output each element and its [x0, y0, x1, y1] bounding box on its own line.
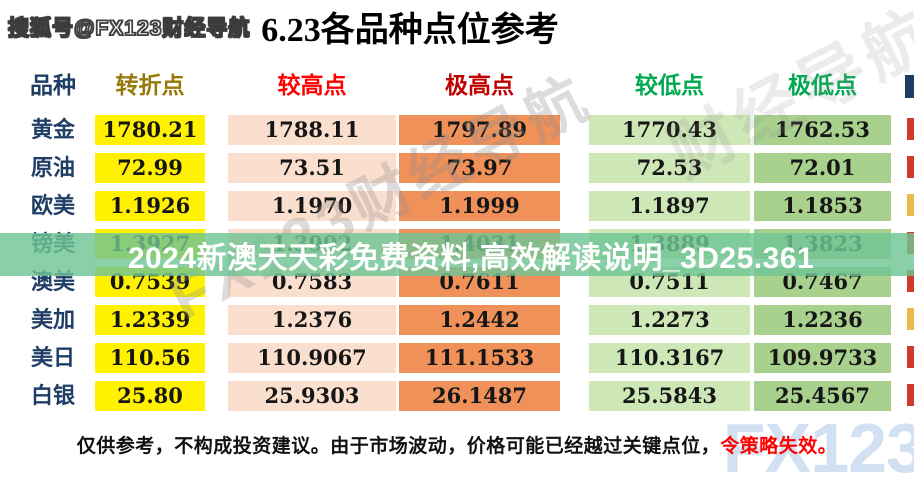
disclaimer-highlight: 令策略失效。	[720, 436, 838, 457]
column-header-pivot: 转折点	[115, 73, 185, 98]
higher-value: 1.1970	[228, 191, 396, 221]
channel-watermark: 搜狐号@FX123财经导航	[7, 16, 251, 40]
table-row-silver: 白银 25.80 25.9303 26.1487 25.5843 25.4567	[0, 381, 914, 411]
instrument-label: 美加	[30, 307, 75, 332]
edge-clipped-fragment	[907, 308, 914, 330]
pivot-value: 110.56	[95, 343, 205, 373]
instrument-label: 美日	[30, 345, 75, 370]
edge-clipped-fragment	[907, 346, 914, 368]
overlay-ad-banner-text: 2024新澳天天彩免费资料,高效解读说明_3D25.361	[127, 241, 815, 275]
table-row-usdjpy: 美日 110.56 110.9067 111.1533 110.3167 109…	[0, 343, 914, 373]
extreme-high-value: 26.1487	[399, 381, 560, 411]
edge-clipped-fragment	[907, 156, 914, 178]
page-title: 6.23各品种点位参考	[261, 12, 559, 49]
column-header-instrument: 品种	[30, 73, 76, 98]
lower-value: 1.1897	[589, 191, 750, 221]
instrument-label: 欧美	[30, 193, 75, 218]
extreme-low-value: 1762.53	[754, 115, 891, 145]
table-header-row: 品种 转折点 较高点 极高点 较低点 极低点	[0, 71, 914, 101]
higher-value: 25.9303	[228, 381, 396, 411]
pivot-value: 25.80	[95, 381, 205, 411]
disclaimer: 仅供参考，不构成投资建议。由于市场波动，价格可能已经越过关键点位，令策略失效。	[0, 431, 914, 458]
extreme-high-value: 1797.89	[399, 115, 560, 145]
instrument-label: 白银	[30, 383, 75, 408]
extreme-high-value: 1.2442	[399, 305, 560, 335]
edge-clipped-fragment	[907, 384, 914, 406]
lower-value: 1770.43	[589, 115, 750, 145]
column-header-higher: 较高点	[277, 73, 347, 98]
higher-value: 1788.11	[228, 115, 396, 145]
column-header-lower: 较低点	[635, 73, 704, 98]
disclaimer-text: 仅供参考，不构成投资建议。由于市场波动，价格可能已经越过关键点位，	[76, 436, 721, 457]
pivot-value: 1.2339	[95, 305, 205, 335]
lower-value: 110.3167	[589, 343, 750, 373]
table-row-eurusd: 欧美 1.1926 1.1970 1.1999 1.1897 1.1853	[0, 191, 914, 221]
pivot-value: 1780.21	[95, 115, 205, 145]
extreme-high-value: 111.1533	[399, 343, 560, 373]
extreme-low-value: 1.2236	[754, 305, 891, 335]
higher-value: 1.2376	[228, 305, 396, 335]
column-header-extreme-high: 极高点	[445, 73, 514, 98]
lower-value: 72.53	[589, 153, 750, 183]
extreme-low-value: 25.4567	[754, 381, 891, 411]
column-header-extreme-low: 极低点	[788, 73, 857, 98]
lower-value: 25.5843	[589, 381, 750, 411]
extreme-low-value: 1.1853	[754, 191, 891, 221]
edge-clipped-fragment	[905, 75, 914, 98]
corner-watermark: FX123	[722, 409, 914, 487]
lower-value: 1.2273	[589, 305, 750, 335]
instrument-label: 原油	[30, 155, 75, 180]
higher-value: 73.51	[228, 153, 396, 183]
edge-clipped-fragment	[907, 194, 914, 216]
table-row-crude: 原油 72.99 73.51 73.97 72.53 72.01	[0, 153, 914, 183]
extreme-high-value: 1.1999	[399, 191, 560, 221]
edge-clipped-fragment	[907, 270, 914, 292]
overlay-ad-banner: 2024新澳天天彩免费资料,高效解读说明_3D25.361	[0, 233, 914, 276]
pivot-value: 1.1926	[95, 191, 205, 221]
table-row-usdcad: 美加 1.2339 1.2376 1.2442 1.2273 1.2236	[0, 305, 914, 335]
pivot-value: 72.99	[95, 153, 205, 183]
extreme-high-value: 73.97	[399, 153, 560, 183]
edge-clipped-fragment	[907, 118, 914, 140]
higher-value: 110.9067	[228, 343, 396, 373]
table-row-gold: 黄金 1780.21 1788.11 1797.89 1770.43 1762.…	[0, 115, 914, 145]
instrument-label: 黄金	[30, 117, 75, 142]
extreme-low-value: 109.9733	[754, 343, 891, 373]
extreme-low-value: 72.01	[754, 153, 891, 183]
